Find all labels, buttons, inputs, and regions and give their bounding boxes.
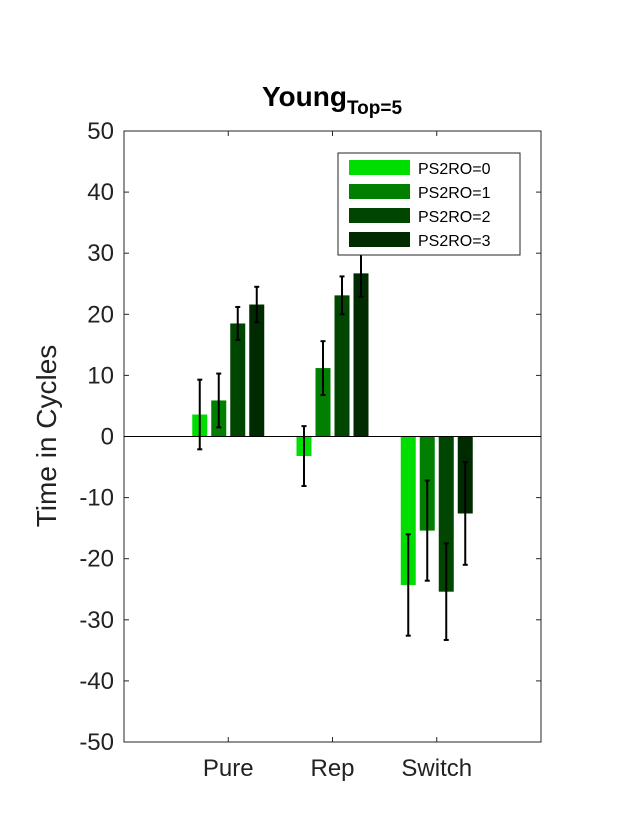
y-tick-label: 50 (87, 118, 114, 145)
bar (353, 273, 369, 437)
y-tick-label: 0 (101, 424, 114, 451)
y-tick-label: 30 (87, 240, 114, 267)
bar (249, 304, 265, 437)
legend-label: PS2RO=3 (418, 233, 491, 250)
chart-title-subscript: Top=5 (347, 98, 403, 119)
y-tick-label: -40 (79, 668, 114, 695)
y-tick-label: -20 (79, 546, 114, 573)
y-tick-label: -30 (79, 607, 114, 634)
bar (315, 368, 331, 437)
x-tick-label: Switch (401, 755, 472, 782)
legend-label: PS2RO=0 (418, 161, 491, 178)
legend-label: PS2RO=2 (418, 209, 491, 226)
x-tick-label: Pure (203, 755, 254, 782)
y-tick-label: 20 (87, 301, 114, 328)
y-tick-label: 10 (87, 362, 114, 389)
y-axis-label: Time in Cycles (31, 345, 62, 528)
y-tick-label: -50 (79, 729, 114, 756)
bar (334, 295, 350, 437)
x-tick-label: Rep (310, 755, 354, 782)
plot-area: 50 40 30 20 10 0 -10 -20 -30 -40 -50 Pure Rep Switch P… (79, 118, 542, 782)
legend-swatch (349, 160, 410, 175)
legend-label: PS2RO=1 (418, 185, 491, 202)
y-tick-label: 40 (87, 179, 114, 206)
legend-swatch (349, 208, 410, 223)
chart-title: YoungTop=5 (262, 81, 403, 119)
bar (438, 436, 454, 592)
legend-swatch (349, 232, 410, 247)
legend-swatch (349, 184, 410, 199)
bar (230, 323, 246, 437)
chart-title-main: Young (262, 81, 347, 112)
y-tick-label: -10 (79, 485, 114, 512)
bar (400, 436, 416, 585)
